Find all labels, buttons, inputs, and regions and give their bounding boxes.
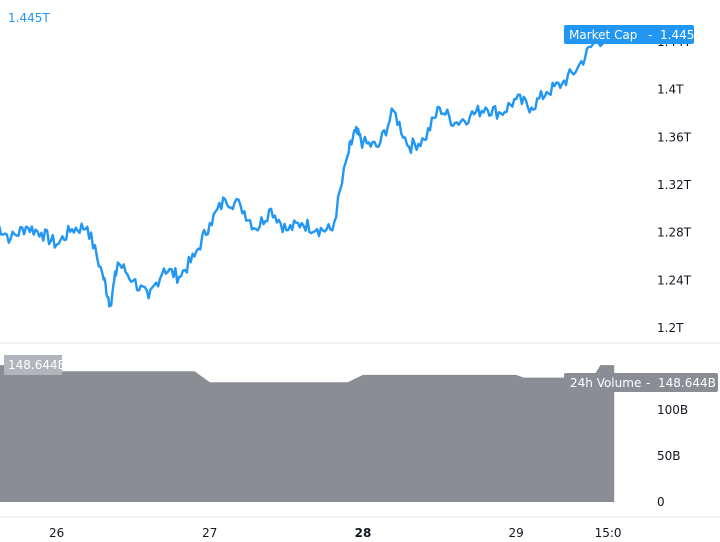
market-cap-y-tick: 1.28T <box>657 226 692 240</box>
market-cap-y-tick: 1.4T <box>657 83 684 97</box>
volume-value-label: 148.644B <box>8 358 66 372</box>
volume-tag-background <box>564 373 718 392</box>
market-cap-tag-background <box>564 25 694 44</box>
market-cap-y-tick: 1.2T <box>657 321 684 335</box>
market-cap-y-tick: 1.32T <box>657 178 692 192</box>
time-axis-tick: 29 <box>509 526 524 540</box>
volume-area <box>0 365 615 502</box>
market-cap-value-label: 1.445T <box>8 11 50 25</box>
volume-y-tick: 50B <box>657 449 681 463</box>
market-cap-line <box>0 28 625 308</box>
volume-y-axis: 100B 50B 0 <box>657 403 688 509</box>
market-cap-tag-value: 1.445T <box>660 28 702 42</box>
time-axis-tick: 27 <box>202 526 217 540</box>
time-axis-tick: 28 <box>355 526 372 540</box>
volume-pane: 100B 50B 0 148.644B 24h Volume - 148.644B <box>0 355 718 509</box>
market-cap-price-tag: Market Cap - 1.445T <box>564 25 702 44</box>
volume-y-tick: 100B <box>657 403 688 417</box>
volume-y-tick: 0 <box>657 495 665 509</box>
market-cap-y-tick: 1.36T <box>657 130 692 144</box>
market-cap-tag-label: Market Cap <box>569 28 637 42</box>
volume-value-label-background <box>4 355 62 375</box>
time-axis-tick: 26 <box>49 526 64 540</box>
volume-tag-separator: - <box>646 376 650 390</box>
volume-tag-label: 24h Volume <box>570 376 641 390</box>
market-cap-tag-separator: - <box>648 28 652 42</box>
volume-price-tag: 24h Volume - 148.644B <box>564 373 718 392</box>
volume-tag-value: 148.644B <box>658 376 716 390</box>
time-axis: 26 27 28 29 15:0 <box>49 526 622 540</box>
time-axis-tick: 15:0 <box>595 526 622 540</box>
market-cap-y-tick: 1.24T <box>657 273 692 287</box>
